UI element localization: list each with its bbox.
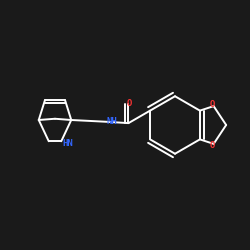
- Text: O: O: [210, 140, 215, 149]
- Text: HN: HN: [62, 139, 73, 148]
- Text: O: O: [127, 99, 132, 108]
- Text: O: O: [210, 100, 215, 110]
- Text: NH: NH: [106, 116, 117, 126]
